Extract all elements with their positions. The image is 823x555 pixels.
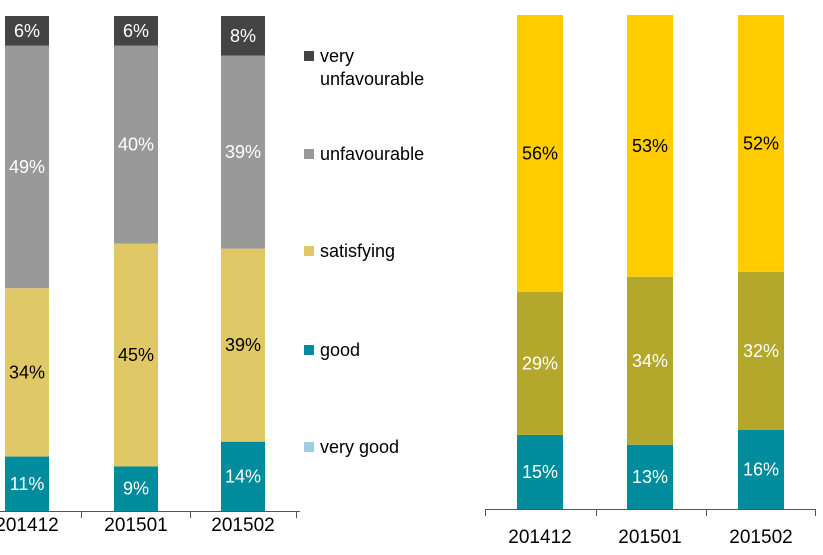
left-bar-201501-seg-2 [114, 243, 158, 467]
legend-label-0: very [320, 46, 354, 66]
right-bar-201412-seg-1 [517, 291, 563, 435]
legend-label-1: unfavourable [320, 144, 424, 164]
left-bar-201412-seg-4 [5, 16, 49, 46]
left-data-label-201412-1: 11% [10, 474, 45, 494]
legend-swatch-3 [304, 345, 314, 355]
left-data-label-201501-4: 6% [123, 21, 149, 41]
legend-label-4: very good [320, 437, 399, 457]
legend-label-2: satisfying [320, 241, 395, 261]
left-bar-201412-seg-2 [5, 288, 49, 457]
left-data-label-201502-2: 39% [225, 335, 261, 355]
left-data-label-201501-2: 45% [118, 345, 154, 365]
right-data-label-201502-2: 52% [743, 133, 779, 153]
right-bar-201501-seg-2 [627, 15, 673, 277]
right-bar-201412-seg-2 [517, 15, 563, 292]
right-data-label-201502-1: 32% [743, 341, 779, 361]
left-data-label-201412-4: 6% [14, 21, 40, 41]
right-bar-201412-seg-0 [517, 434, 563, 509]
right-data-label-201412-2: 56% [522, 143, 558, 163]
right-x-tick-label-201502: 201502 [729, 527, 792, 548]
left-data-label-201502-1: 14% [225, 466, 261, 486]
left-x-tick-label-201501: 201501 [104, 515, 167, 536]
right-x-tick-label-201412: 201412 [508, 527, 571, 548]
left-data-label-201501-3: 40% [118, 135, 154, 155]
left-bar-201501-seg-1 [114, 466, 158, 511]
legend-swatch-1 [304, 149, 314, 159]
right-bar-201501-seg-0 [627, 444, 673, 509]
left-data-label-201412-3: 49% [9, 157, 45, 177]
left-chart-legend: very unfavourable unfavourable satisfying go… [304, 46, 424, 457]
right-data-label-201412-0: 15% [522, 462, 558, 482]
legend-label-0-line-1: unfavourable [320, 69, 424, 89]
left-bar-201502-seg-4 [221, 16, 265, 56]
legend-label-3: good [320, 340, 360, 360]
right-bar-201501-seg-1 [627, 276, 673, 445]
left-data-label-201502-3: 39% [225, 142, 261, 162]
left-x-tick-label-201412: 201412 [0, 515, 59, 536]
left-bar-201502-seg-1 [221, 441, 265, 511]
left-bar-201412-seg-3 [5, 45, 49, 289]
left-data-label-201501-1: 9% [123, 479, 149, 499]
left-bar-201502-seg-3 [221, 55, 265, 249]
legend-swatch-2 [304, 246, 314, 256]
right-data-label-201501-1: 34% [632, 351, 668, 371]
right-bar-201502-seg-2 [738, 15, 784, 272]
right-data-label-201501-2: 53% [632, 136, 668, 156]
right-data-label-201502-0: 16% [743, 459, 779, 479]
right-bar-201502-seg-1 [738, 271, 784, 430]
right-x-tick-label-201501: 201501 [618, 527, 681, 548]
right-data-label-201412-1: 29% [522, 353, 558, 373]
right-bar-201502-seg-0 [738, 429, 784, 509]
left-x-tick-label-201502: 201502 [211, 515, 274, 536]
left-bar-201501-seg-4 [114, 16, 158, 46]
left-data-label-201412-2: 34% [9, 362, 45, 382]
left-data-label-201502-4: 8% [230, 26, 256, 46]
left-bar-201501-seg-3 [114, 45, 158, 244]
legend-swatch-4 [304, 442, 314, 452]
left-bar-201412-seg-1 [5, 456, 49, 511]
left-stacked-bar-chart: 11% 34% 49% 6% 9% 45% 40% 6% 14% 39% 39% 8% 201412 20… [0, 16, 300, 536]
left-bar-201502-seg-2 [221, 248, 265, 442]
right-data-label-201501-0: 13% [632, 467, 668, 487]
right-stacked-bar-chart: 15% 29% 56% 13% 34% 53% 16% 32% 52% 201412 201501 2… [485, 15, 816, 548]
legend-swatch-0 [304, 51, 314, 61]
